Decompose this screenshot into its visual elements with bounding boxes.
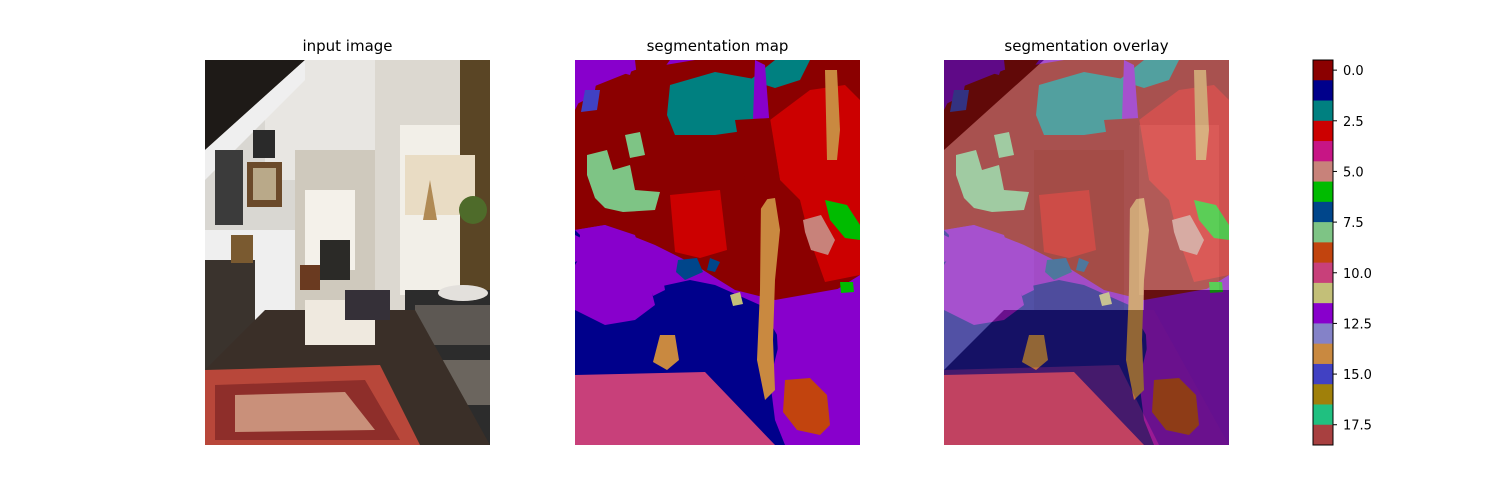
colorbar-tick-label: 0.0	[1343, 64, 1364, 79]
segmap-region-class-12	[647, 256, 665, 296]
overlay-region-class-10	[944, 372, 1144, 445]
overlay-region-class-15	[950, 90, 969, 112]
segmap-region-class-12	[615, 60, 635, 75]
segmentation-map	[575, 60, 860, 445]
overlay-region-class-12	[1016, 256, 1034, 296]
colorbar-swatch-8	[1313, 222, 1333, 243]
colorbar-tick-label: 7.5	[1343, 216, 1364, 231]
colorbar-tick-label: 2.5	[1343, 115, 1364, 130]
colorbar-swatch-9	[1313, 242, 1333, 264]
colorbar-swatch-11	[1313, 282, 1333, 304]
colorbar-frame	[1312, 59, 1334, 446]
segmap-region-class-14	[653, 335, 679, 370]
overlay-region-class-6	[1194, 200, 1229, 240]
overlay-region-class-14	[1022, 335, 1048, 370]
segmentation-overlay-title: segmentation overlay	[1004, 37, 1169, 55]
overlay-region-class-2	[1036, 72, 1134, 135]
colorbar-swatch-5	[1313, 161, 1333, 183]
segmap-region-class-15	[581, 90, 600, 112]
segmentation-map-title: segmentation map	[646, 37, 789, 55]
colorbar-swatch-15	[1313, 363, 1333, 385]
colorbar-tick-label: 17.5	[1343, 419, 1372, 434]
overlay-region-class-6	[1209, 282, 1223, 293]
segmentation-overlay-panel	[944, 60, 1229, 445]
segmap-region-class-8	[587, 150, 660, 212]
overlay-region-class-7	[1076, 258, 1089, 272]
colorbar: 0.0 2.5 5.0 7.5 10.0 12.5 15.0 17.5	[1312, 59, 1372, 446]
overlay-region-class-3	[1039, 190, 1096, 258]
input-image-panel	[205, 60, 490, 445]
colorbar-swatch-6	[1313, 181, 1333, 203]
colorbar-swatch-4	[1313, 141, 1333, 162]
segmap-region-class-0	[635, 60, 670, 80]
colorbar-swatch-2	[1313, 100, 1333, 122]
overlay-region-class-11	[1099, 292, 1112, 306]
segmap-region-class-9	[783, 378, 830, 435]
colorbar-swatch-14	[1313, 343, 1333, 365]
overlay-region-class-12	[984, 60, 1004, 75]
input-photo	[205, 60, 490, 445]
overlay-region-class-8	[994, 132, 1014, 158]
segmap-region-class-3	[670, 190, 727, 258]
segmap-region-class-14	[757, 198, 780, 400]
colorbar-swatch-17	[1313, 404, 1333, 426]
overlay-region-class-12	[944, 225, 1024, 325]
segmap-region-class-7	[707, 258, 720, 272]
overlay-region-class-7	[1045, 258, 1072, 280]
colorbar-swatch-10	[1313, 262, 1333, 284]
segmap-region-class-7	[676, 258, 703, 280]
colorbar-swatch-12	[1313, 303, 1333, 324]
colorbar-swatch-18	[1313, 424, 1333, 446]
overlay-region-class-0	[1104, 118, 1149, 210]
colorbar-swatch-0	[1313, 60, 1333, 81]
segmap-region-class-11	[730, 292, 743, 306]
colorbar-tick-label: 15.0	[1343, 368, 1372, 383]
overlay-region-class-14	[1194, 70, 1209, 160]
segmap-region-class-8	[625, 132, 645, 158]
colorbar-tick-label: 10.0	[1343, 267, 1372, 282]
overlay-region-class-14	[1126, 198, 1149, 400]
segmap-region-class-5	[803, 215, 835, 255]
segmap-region-class-2	[667, 72, 765, 135]
segmentation-map-panel	[575, 60, 860, 445]
segmap-region-class-12	[575, 235, 585, 262]
colorbar-swatch-3	[1313, 120, 1333, 142]
overlay-region-class-12	[944, 60, 969, 95]
overlay-region-class-5	[1172, 215, 1204, 255]
overlay-region-class-9	[1152, 378, 1199, 435]
segmap-region-class-12	[575, 60, 600, 95]
segmap-region-class-10	[575, 372, 775, 445]
colorbar-swatch-1	[1313, 80, 1333, 102]
overlay-region-class-8	[956, 150, 1029, 212]
colorbar-swatch-13	[1313, 323, 1333, 345]
input-image-title: input image	[302, 37, 393, 55]
colorbar-tick-label: 5.0	[1343, 165, 1364, 180]
segmentation-overlay	[944, 60, 1229, 445]
segmap-region-class-12	[575, 225, 655, 325]
segmap-region-class-6	[840, 282, 854, 293]
colorbar-tick-label: 12.5	[1343, 317, 1372, 332]
overlay-region-class-0	[1004, 60, 1039, 80]
overlay-region-class-12	[944, 235, 954, 262]
colorbar-swatch-7	[1313, 201, 1333, 223]
segmap-region-class-14	[825, 70, 840, 160]
segmap-region-class-0	[735, 118, 780, 210]
colorbar-swatch-16	[1313, 384, 1333, 405]
segmap-region-class-6	[825, 200, 860, 240]
